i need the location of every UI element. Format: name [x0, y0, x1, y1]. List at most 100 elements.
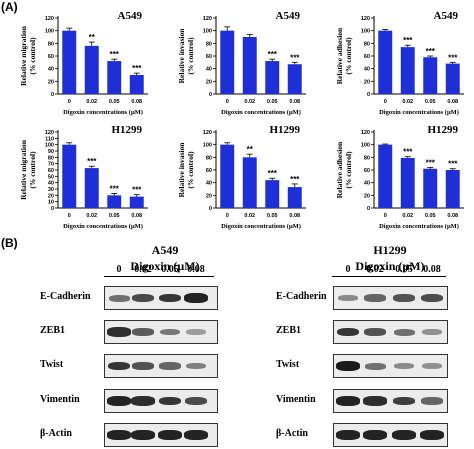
x-tick-label: 0.05 — [425, 213, 436, 219]
blot-band — [158, 430, 182, 440]
significance-label: *** — [268, 169, 278, 178]
bar — [400, 157, 415, 208]
blot-band — [158, 396, 182, 406]
x-tick-label: 0.02 — [86, 213, 97, 219]
x-tick-label: 0.02 — [402, 213, 413, 219]
chart-svg: 0 20 40 60 80 100 120 0 *** 0.02 *** 0.05 *** 0.08 H12… — [335, 124, 464, 230]
dose-label: 0.02 — [366, 264, 384, 275]
blot-band — [131, 293, 155, 303]
blot-band — [336, 430, 360, 440]
bar — [423, 57, 438, 94]
y-tick-label: 120 — [361, 130, 370, 136]
y-tick-label: 0 — [209, 92, 212, 98]
blot-band — [184, 293, 208, 303]
x-tick-label: 0.05 — [267, 213, 278, 219]
blot-band — [336, 327, 360, 337]
y-tick-label: 100 — [45, 143, 54, 149]
blot-band — [364, 328, 386, 336]
blot-band — [392, 396, 416, 406]
y-axis-label: Relative adhesion(% control) — [335, 141, 353, 198]
x-tick-label: 0 — [384, 213, 387, 219]
y-tick-label: 60 — [48, 168, 54, 174]
significance-label: *** — [290, 175, 300, 184]
y-tick-label: 20 — [364, 79, 370, 85]
bar — [107, 195, 122, 208]
y-tick-label: 60 — [206, 168, 212, 174]
bar — [62, 30, 77, 95]
bar — [84, 168, 99, 208]
y-tick-label: 40 — [48, 67, 54, 73]
blot-band — [363, 396, 387, 406]
bar — [378, 144, 393, 208]
y-axis-label-line: (% control) — [344, 151, 353, 189]
blot-band — [421, 397, 443, 405]
chart-a549-adhesion: 0 20 40 60 80 100 120 0 *** 0.02 *** 0.05 *** 0.08 A54… — [316, 2, 474, 126]
x-tick-label: 0.02 — [86, 99, 97, 105]
bar — [107, 61, 122, 94]
bar — [445, 63, 460, 94]
dose-label: 0.08 — [187, 264, 205, 275]
blot-band — [185, 362, 207, 370]
y-tick-label: 120 — [45, 130, 54, 136]
y-tick-label: 60 — [364, 54, 370, 60]
bar — [423, 168, 438, 208]
y-axis-label-line: (% control) — [28, 151, 37, 189]
blot-band — [422, 329, 442, 335]
x-tick-label: 0 — [68, 99, 71, 105]
protein-label: ZEB1 — [40, 325, 66, 336]
x-tick-label: 0.02 — [244, 99, 255, 105]
y-tick-label: 100 — [203, 29, 212, 35]
y-tick-label: 120 — [45, 16, 54, 22]
blot-band — [131, 430, 155, 440]
y-tick-label: 80 — [364, 155, 370, 161]
chart-svg: 0 20 40 60 80 100 120 0 0.02 *** 0.05 *** 0.08 A549 Di… — [177, 10, 306, 116]
blot-band — [363, 430, 387, 440]
x-axis-label: Digoxin concentrations (μM) — [379, 109, 459, 116]
y-tick-label: 40 — [206, 67, 212, 73]
blot-band — [392, 430, 416, 440]
blot-band — [186, 329, 206, 335]
bar — [265, 61, 280, 94]
x-axis-label: Digoxin concentrations (μM) — [63, 223, 143, 230]
blot-band — [107, 327, 131, 337]
y-axis-label-line: Relative adhesion — [335, 141, 344, 198]
y-axis-label-line: Relative adhesion — [335, 27, 344, 84]
y-tick-label: 120 — [361, 16, 370, 22]
bar — [378, 30, 393, 95]
significance-label: *** — [403, 36, 413, 45]
y-tick-label: 60 — [48, 54, 54, 60]
y-axis-label-line: Relative migration — [19, 25, 28, 86]
y-axis-label-line: Relative invasion — [177, 142, 186, 198]
chart-svg: 0 20 40 60 80 100 120 0 ** 0.02 *** 0.05 *** 0.08 A549… — [19, 10, 148, 116]
dose-label: 0.08 — [423, 264, 441, 275]
blot-band — [364, 294, 386, 302]
y-tick-label: 0 — [367, 92, 370, 98]
protein-label: β-Actin — [276, 428, 308, 439]
blot-band — [184, 430, 208, 440]
blot-band — [132, 362, 154, 370]
significance-label: *** — [290, 53, 300, 62]
protein-label: Twist — [40, 359, 64, 370]
protein-label: E-Cadherin — [276, 291, 327, 302]
bar — [265, 180, 280, 208]
y-tick-label: 100 — [361, 143, 370, 149]
bar — [287, 64, 302, 94]
significance-label: *** — [268, 50, 278, 59]
bar — [62, 144, 77, 208]
blot-band — [159, 328, 181, 336]
blot-band — [107, 396, 131, 406]
blot-band — [159, 362, 181, 370]
significance-label: *** — [87, 157, 97, 166]
panel-label-a: (A) — [1, 0, 18, 14]
blot-band — [184, 396, 208, 406]
y-axis-label: Relative migration(% control) — [19, 25, 37, 86]
y-tick-label: 110 — [45, 136, 54, 142]
blot-band — [364, 362, 386, 370]
x-tick-label: 0.08 — [131, 213, 142, 219]
significance-label: *** — [448, 160, 458, 169]
chart-a549-migration: 0 20 40 60 80 100 120 0 ** 0.02 *** 0.05 *** 0.08 A549… — [0, 2, 158, 126]
significance-label: *** — [110, 50, 120, 59]
y-tick-label: 0 — [51, 206, 54, 212]
bar — [242, 157, 257, 208]
wb-left-treatment-line — [104, 276, 214, 277]
